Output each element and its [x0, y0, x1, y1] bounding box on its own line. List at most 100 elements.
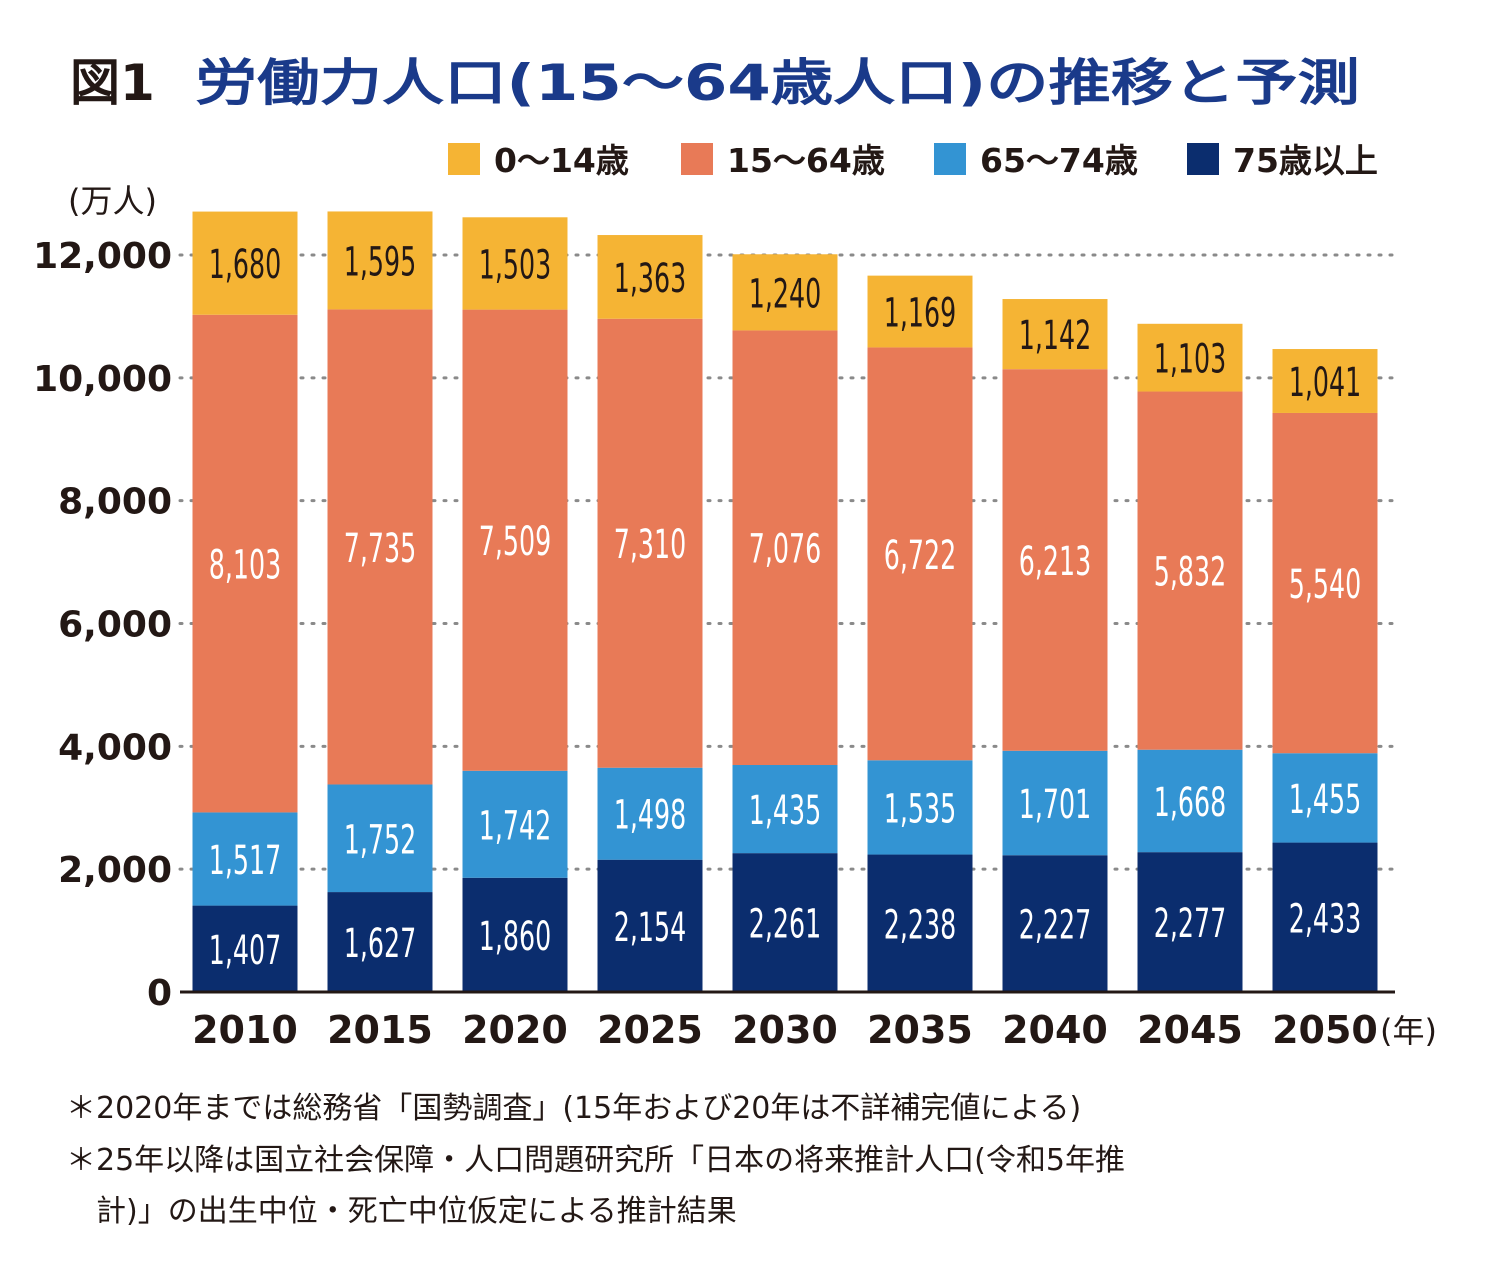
bar-segment	[462, 770, 568, 878]
data-label: 1,435	[749, 788, 822, 834]
bar-segment	[1002, 299, 1108, 370]
legend-swatch	[448, 143, 480, 175]
bar-segment	[1272, 753, 1378, 843]
bar-segment	[462, 309, 568, 771]
footnote-2: ＊25年以降は国立社会保障・人口問題研究所「日本の将来推計人口(令和5年推	[66, 1143, 1125, 1178]
footnote-1: ＊2020年までは総務省「国勢調査」(15年および20年は不詳補完値による)	[66, 1091, 1082, 1126]
bar-segment	[1137, 323, 1243, 392]
legend-swatch	[1187, 143, 1219, 175]
data-label: 7,509	[479, 519, 552, 565]
bar-segment	[192, 211, 298, 315]
data-label: 1,701	[1019, 782, 1092, 828]
footnote-3: 計)」の出生中位・死亡中位仮定による推計結果	[66, 1194, 737, 1229]
bar-segment	[192, 314, 298, 813]
data-label: 1,595	[344, 239, 417, 285]
bar-segment	[462, 217, 568, 310]
bar-segment	[1137, 852, 1243, 992]
data-label: 2,261	[749, 902, 822, 948]
bar-segment	[597, 318, 703, 768]
bar-segment	[192, 812, 298, 906]
data-label: 2,433	[1289, 896, 1362, 942]
bar-segment	[597, 859, 703, 992]
data-label: 1,668	[1154, 780, 1227, 826]
bar-segment	[867, 854, 973, 992]
legend-swatch	[934, 143, 966, 175]
data-label: 1,407	[209, 928, 282, 974]
data-label: 1,041	[1289, 360, 1362, 406]
data-label: 2,277	[1154, 901, 1227, 947]
legend-label: 0〜14歳	[494, 141, 629, 180]
x-tick-label: 2025	[597, 1008, 703, 1052]
figure-number: 図1	[70, 54, 155, 112]
bar-segment	[867, 347, 973, 761]
data-label: 1,627	[344, 921, 417, 967]
x-tick-label: 2020	[462, 1008, 568, 1052]
data-label: 7,310	[614, 522, 687, 568]
data-label: 1,860	[479, 914, 552, 960]
bar-segment	[327, 211, 433, 310]
data-label: 1,752	[344, 817, 417, 863]
bar-segment	[327, 784, 433, 893]
data-label: 2,154	[614, 905, 687, 951]
bar-segment	[192, 905, 298, 992]
bar-segment	[732, 330, 838, 766]
data-label: 1,742	[479, 803, 552, 849]
data-label: 7,735	[344, 526, 417, 572]
y-tick-label: 10,000	[33, 359, 172, 400]
bar-segment	[867, 275, 973, 348]
y-tick-label: 4,000	[58, 727, 172, 768]
data-label: 1,680	[209, 242, 282, 288]
bar-segment	[597, 767, 703, 860]
bar-segment	[1137, 391, 1243, 750]
data-label: 7,076	[749, 527, 822, 573]
bar-segment	[462, 877, 568, 992]
bar-segment	[732, 254, 838, 331]
y-tick-label: 6,000	[58, 605, 172, 646]
legend-label: 65〜74歳	[980, 141, 1138, 180]
data-label: 5,540	[1289, 562, 1362, 608]
data-label: 1,455	[1289, 777, 1362, 823]
bar-segment	[1272, 349, 1378, 413]
y-tick-label: 8,000	[58, 482, 172, 523]
data-label: 1,517	[209, 838, 282, 884]
bar-segment	[1002, 369, 1108, 751]
y-tick-label: 12,000	[33, 236, 172, 277]
data-label: 1,142	[1019, 313, 1092, 359]
data-label: 1,103	[1154, 337, 1227, 383]
bar-segment	[1272, 412, 1378, 754]
data-label: 6,722	[884, 533, 957, 579]
x-tick-label: 2010	[192, 1008, 298, 1052]
y-axis-unit-label: (万人)	[68, 182, 157, 220]
x-axis-unit-label: (年)	[1380, 1012, 1437, 1050]
legend: 0〜14歳 15〜64歳 65〜74歳 75歳以上	[448, 141, 1378, 180]
x-tick-label: 2015	[327, 1008, 433, 1052]
bar-segment	[1002, 855, 1108, 992]
data-label: 1,503	[479, 242, 552, 288]
x-tick-label: 2040	[1002, 1008, 1108, 1052]
data-label: 1,535	[884, 786, 957, 832]
legend-label: 75歳以上	[1233, 141, 1378, 180]
bar-segment	[327, 309, 433, 785]
x-tick-label: 2035	[867, 1008, 973, 1052]
data-label: 2,227	[1019, 903, 1092, 949]
legend-label: 15〜64歳	[727, 141, 885, 180]
legend-swatch	[681, 143, 713, 175]
y-tick-label: 2,000	[58, 850, 172, 891]
bar-segment	[867, 760, 973, 855]
data-label: 5,832	[1154, 550, 1227, 596]
data-label: 1,363	[614, 256, 687, 302]
data-label: 1,169	[884, 291, 957, 337]
bar-segment	[732, 853, 838, 992]
chart-title: 労働力人口(15〜64歳人口)の推移と予測	[195, 54, 1360, 112]
bar-segment	[597, 235, 703, 319]
bar-segment	[1272, 842, 1378, 992]
data-label: 6,213	[1019, 539, 1092, 585]
bar-segment	[1137, 749, 1243, 853]
x-tick-label: 2050	[1272, 1008, 1378, 1052]
data-label: 1,498	[614, 793, 687, 839]
bar-segment	[1002, 750, 1108, 856]
bar-segment	[732, 765, 838, 854]
data-label: 2,238	[884, 902, 957, 948]
x-tick-label: 2030	[732, 1008, 838, 1052]
